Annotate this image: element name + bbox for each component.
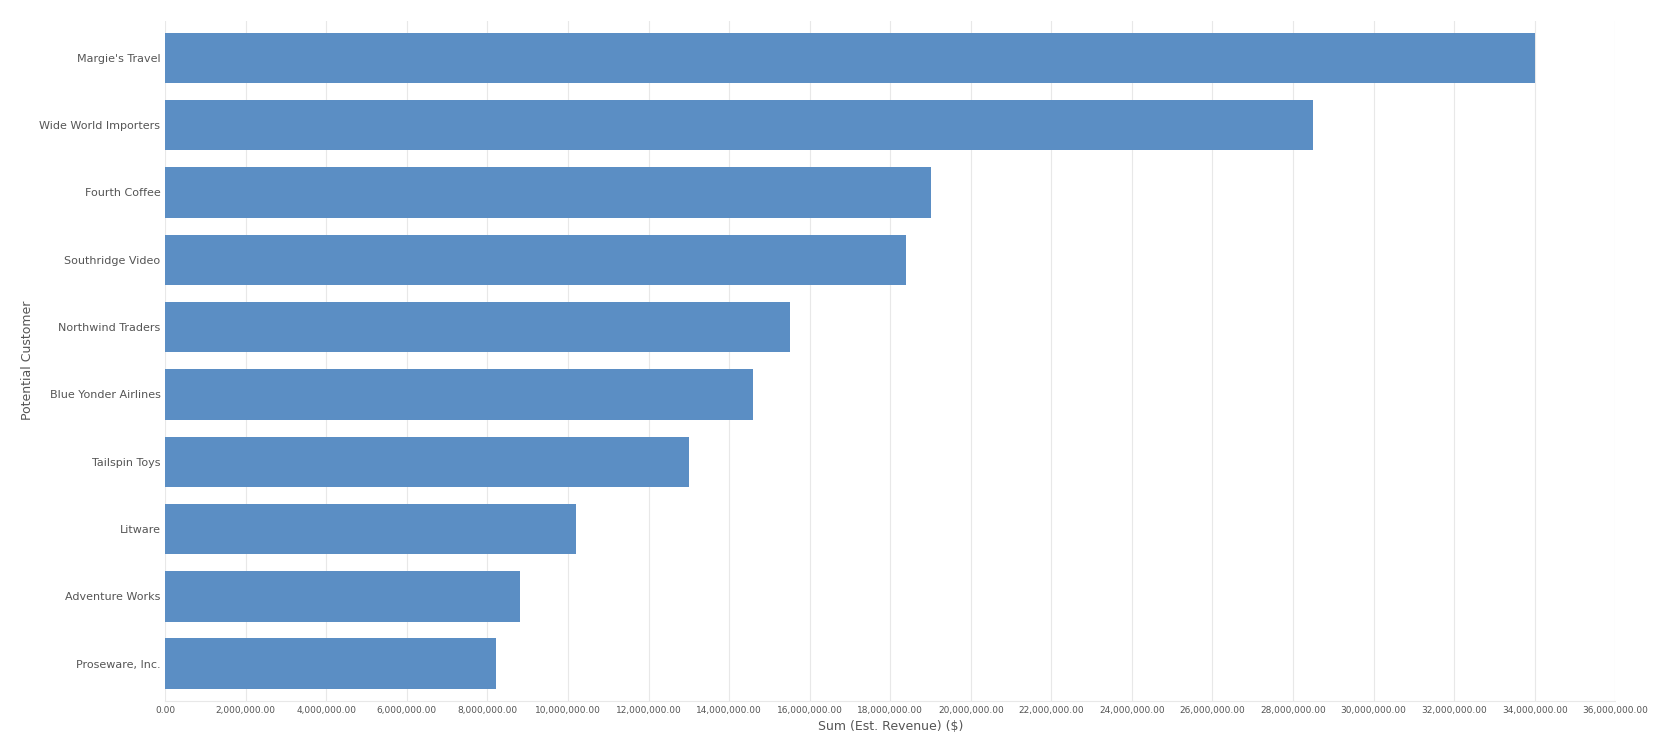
Bar <box>165 437 689 487</box>
Bar <box>165 167 931 218</box>
Bar <box>165 302 789 352</box>
Bar <box>165 572 519 621</box>
Bar <box>165 234 906 285</box>
Y-axis label: Potential Customer: Potential Customer <box>20 301 33 421</box>
Bar <box>165 100 1314 150</box>
Bar <box>165 32 1535 83</box>
Bar <box>165 504 576 554</box>
X-axis label: Sum (Est. Revenue) ($): Sum (Est. Revenue) ($) <box>818 720 963 733</box>
Bar <box>165 369 753 420</box>
Bar <box>165 639 496 689</box>
